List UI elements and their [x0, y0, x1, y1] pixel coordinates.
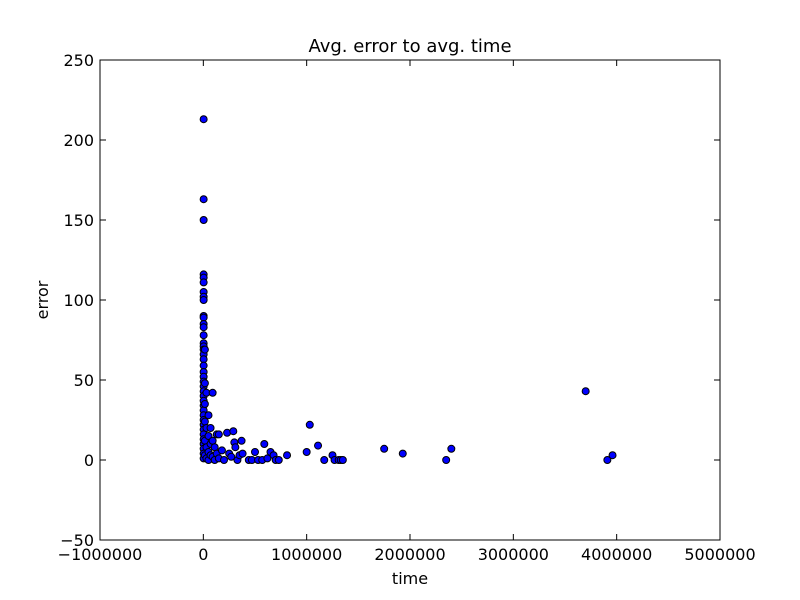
data-point	[199, 195, 208, 204]
data-point	[251, 448, 259, 456]
data-point	[320, 456, 329, 464]
data-point	[208, 388, 217, 397]
data-point	[217, 446, 226, 455]
data-point	[200, 400, 209, 408]
x-tick-label: 3000000	[478, 545, 549, 564]
y-tick-label: 0	[84, 451, 94, 470]
data-point	[338, 456, 347, 464]
ticks-group: −1000000 0 1000000 2000000 3000000 4000000 500…	[58, 51, 756, 564]
y-tick-label: 250	[63, 51, 94, 70]
data-point	[608, 451, 617, 460]
points-group	[199, 115, 617, 464]
data-point	[200, 417, 209, 426]
data-point	[199, 278, 208, 287]
data-point	[199, 323, 208, 332]
x-tick-label: −1000000	[58, 545, 143, 564]
plot-frame	[99, 59, 721, 541]
data-point	[204, 411, 213, 420]
data-point	[398, 449, 407, 458]
data-point	[200, 345, 209, 354]
x-axis-label: time	[392, 569, 428, 588]
data-point	[274, 456, 283, 464]
chart-title: Avg. error to avg. time	[308, 36, 511, 57]
data-point	[199, 216, 208, 224]
x-tick-label: 4000000	[581, 545, 652, 564]
data-point	[227, 452, 236, 461]
data-point	[237, 436, 246, 445]
data-point	[447, 444, 456, 453]
y-tick-label: 150	[63, 211, 94, 230]
x-tick-label: 5000000	[684, 545, 755, 564]
data-point	[302, 448, 311, 456]
x-tick-label: 0	[198, 545, 208, 564]
data-point	[238, 449, 247, 458]
data-point	[214, 430, 223, 439]
data-point	[220, 456, 228, 464]
data-point	[199, 115, 208, 124]
data-point	[206, 424, 215, 432]
y-tick-label: 100	[63, 291, 94, 310]
data-point	[199, 331, 208, 340]
data-point	[442, 456, 451, 464]
data-point	[199, 296, 208, 304]
data-point	[260, 440, 269, 448]
y-tick-label: 200	[63, 131, 94, 150]
data-point	[603, 456, 612, 464]
y-axis-label: error	[33, 280, 52, 319]
data-point	[200, 379, 209, 388]
x-tick-label: 1000000	[271, 545, 342, 564]
data-point	[283, 451, 292, 460]
data-point	[581, 387, 590, 396]
y-tick-label: −50	[60, 531, 94, 550]
data-point	[229, 427, 238, 436]
data-point	[314, 441, 323, 450]
y-tick-label: 50	[74, 371, 94, 390]
x-tick-label: 2000000	[374, 545, 445, 564]
data-point	[263, 454, 272, 463]
data-point	[231, 443, 240, 452]
data-point	[305, 420, 314, 429]
data-point	[380, 444, 389, 453]
